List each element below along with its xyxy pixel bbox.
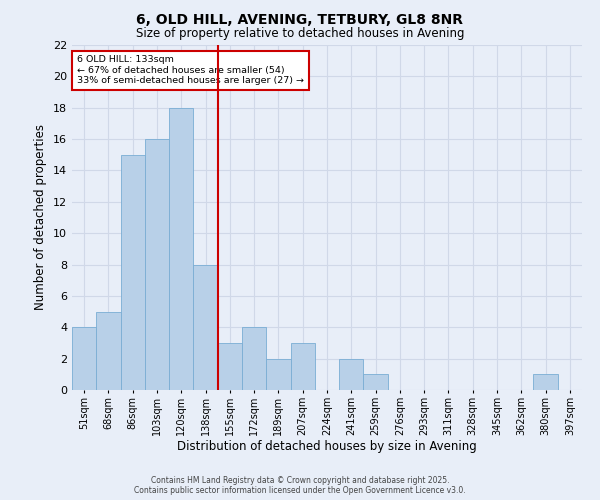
Bar	[533, 374, 558, 390]
Text: Size of property relative to detached houses in Avening: Size of property relative to detached ho…	[136, 28, 464, 40]
X-axis label: Distribution of detached houses by size in Avening: Distribution of detached houses by size …	[177, 440, 477, 454]
Bar	[364, 374, 388, 390]
Bar	[96, 312, 121, 390]
Text: 6 OLD HILL: 133sqm
← 67% of detached houses are smaller (54)
33% of semi-detache: 6 OLD HILL: 133sqm ← 67% of detached hou…	[77, 56, 304, 85]
Bar	[290, 343, 315, 390]
Bar	[339, 358, 364, 390]
Bar	[72, 328, 96, 390]
Bar	[121, 155, 145, 390]
Bar	[242, 328, 266, 390]
Text: 6, OLD HILL, AVENING, TETBURY, GL8 8NR: 6, OLD HILL, AVENING, TETBURY, GL8 8NR	[137, 12, 464, 26]
Bar	[169, 108, 193, 390]
Text: Contains HM Land Registry data © Crown copyright and database right 2025.
Contai: Contains HM Land Registry data © Crown c…	[134, 476, 466, 495]
Bar	[266, 358, 290, 390]
Bar	[218, 343, 242, 390]
Bar	[193, 264, 218, 390]
Y-axis label: Number of detached properties: Number of detached properties	[34, 124, 47, 310]
Bar	[145, 139, 169, 390]
